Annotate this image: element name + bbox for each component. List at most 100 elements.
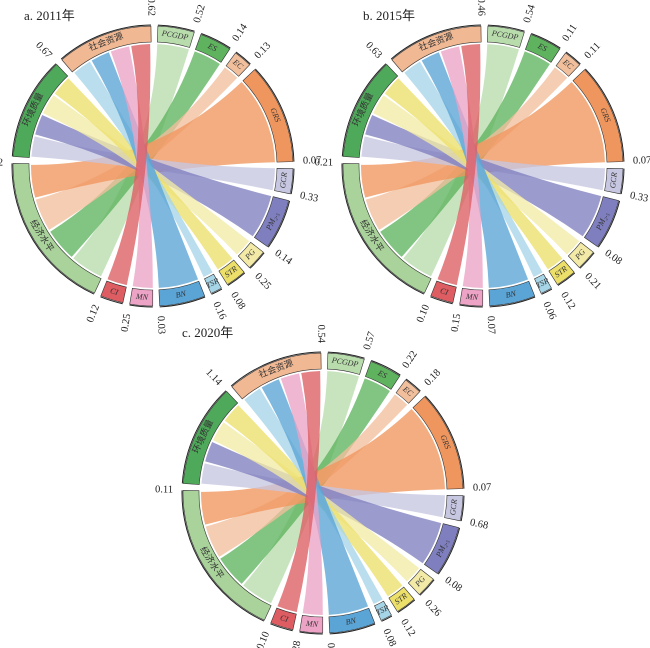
sector-axis-bn xyxy=(159,296,206,308)
sector-label-bn: BN xyxy=(175,289,188,300)
ribbon-social-resources-mn xyxy=(440,46,483,288)
value-label-ci: 0.10 xyxy=(255,630,272,648)
sector-axis-pcgdp xyxy=(327,351,365,359)
sector-arc-economic-level xyxy=(342,163,432,294)
value-label-environmental-quality: 1.14 xyxy=(203,367,224,388)
sector-axis-ci xyxy=(100,296,123,305)
chord-diagram-2015: PCGDPESECGRSGCRPM₂.₅PGSTRTSRBNMNCI经济水平环境… xyxy=(315,0,650,334)
value-label-es: 0.22 xyxy=(401,349,420,370)
sector-arc-mn xyxy=(129,287,154,307)
sector-axis-social-resources xyxy=(230,351,321,387)
sector-axis-economic-level xyxy=(11,163,95,295)
sector-arc-grs xyxy=(572,69,624,163)
value-label-tsr: 0.08 xyxy=(380,627,398,648)
sector-arc-es xyxy=(195,34,231,63)
sector-axis-environmental-quality xyxy=(11,63,57,157)
ribbon-social-resources-tsr xyxy=(74,61,213,277)
sector-label-mn: MN xyxy=(465,292,479,302)
sector-arc-es xyxy=(365,361,401,390)
value-label-gcr: 0.33 xyxy=(629,190,649,204)
sector-arc-gcr xyxy=(274,167,294,195)
sector-axis-social-resources xyxy=(60,24,151,60)
value-label-grs: 0.07 xyxy=(473,482,492,494)
sector-axis-mn xyxy=(459,304,483,308)
sector-arc-ec xyxy=(555,52,581,77)
sector-arc-tsr xyxy=(204,273,222,294)
sector-axis-ec xyxy=(565,51,581,65)
ribbon-economic-level-es xyxy=(220,378,390,584)
sector-arc-ci xyxy=(430,280,457,304)
sector-axis-str xyxy=(557,272,576,286)
sector-label-mn: MN xyxy=(305,619,319,629)
sector-axis-environmental-quality xyxy=(341,63,387,157)
sector-label-gcr: GCR xyxy=(278,172,289,189)
ribbons xyxy=(361,44,605,288)
ribbon-economic-level-grs xyxy=(201,409,445,525)
sector-arc-str xyxy=(388,586,415,613)
sector-arc-pcgdp xyxy=(487,25,525,48)
ribbon-economic-level-pcgdp xyxy=(403,44,519,277)
sector-arc-es xyxy=(525,34,561,63)
sector-axis-pg xyxy=(249,252,265,269)
value-label-pg: 0.26 xyxy=(422,598,443,619)
sector-arc-tsr xyxy=(374,600,392,621)
sector-label-ci: CI xyxy=(109,286,120,297)
panel-title: a. 2011年 xyxy=(24,8,75,23)
ribbon-environmental-quality-pg xyxy=(213,422,420,582)
sector-arc-ec xyxy=(225,52,251,77)
ribbon-social-resources-tsr xyxy=(404,61,543,277)
ribbon-economic-level-grs xyxy=(30,82,275,198)
sector-arc-environmental-quality xyxy=(13,63,69,158)
sector-label-gcr: GCR xyxy=(448,499,459,516)
ribbon-economic-level-es xyxy=(50,51,220,257)
sector-axis-tsr xyxy=(541,288,553,295)
sector-arc-pg xyxy=(407,568,434,596)
sector-axis-pm25 xyxy=(437,527,461,575)
panel-title: c. 2020年 xyxy=(182,325,234,340)
sector-arc-pcgdp xyxy=(327,352,365,375)
ribbon-social-resources-tsr xyxy=(244,388,383,604)
value-label-environmental-quality: 0.67 xyxy=(33,40,54,61)
sector-label-ci: CI xyxy=(279,613,290,624)
sector-arc-str xyxy=(218,259,245,286)
ribbon-economic-level-ec xyxy=(35,67,238,230)
sector-arc-bn xyxy=(488,280,536,307)
value-label-mn: 0.25 xyxy=(119,313,133,333)
ribbon-environmental-quality-str xyxy=(54,78,233,270)
value-label-ec: 0.18 xyxy=(423,367,444,388)
sector-label-es: ES xyxy=(206,41,219,53)
sector-axis-bn xyxy=(489,296,536,308)
sector-axis-ec xyxy=(405,378,421,392)
sector-axis-grs xyxy=(254,68,295,162)
value-labels: 0.520.140.130.070.330.140.250.080.160.03… xyxy=(0,0,321,334)
sector-arc-bn xyxy=(328,607,376,634)
value-label-gcr: 0.33 xyxy=(299,190,319,204)
sector-label-es: ES xyxy=(376,368,389,380)
ribbon-environmental-quality-str xyxy=(224,405,403,597)
ribbon-social-resources-ci xyxy=(437,44,481,286)
sector-axis-economic-level xyxy=(181,490,265,622)
sector-arc-pg xyxy=(237,241,264,269)
value-label-bn: 0.07 xyxy=(485,316,497,335)
sector-axis-gcr xyxy=(460,495,465,522)
value-label-str: 0.08 xyxy=(228,290,247,311)
sector-axis-grs xyxy=(584,68,625,162)
value-label-economic-level: 0.21 xyxy=(315,157,334,168)
ribbon-social-resources-ci xyxy=(277,371,321,613)
ribbon-economic-level-ec xyxy=(205,394,408,557)
value-label-social-resources: 0.54 xyxy=(315,325,326,344)
sector-axis-pm25 xyxy=(267,200,291,248)
sector-axis-mn xyxy=(299,631,323,635)
value-label-bn: 0.08 xyxy=(325,643,337,648)
ribbon-environmental-quality-pg xyxy=(43,95,250,255)
sector-label-bn: BN xyxy=(345,616,358,627)
sector-label-bn: BN xyxy=(505,289,518,300)
sector-arc-pg xyxy=(567,241,594,269)
ribbon-economic-level-ec xyxy=(365,67,568,230)
sector-arc-social-resources xyxy=(231,352,322,400)
sector-axis-tsr xyxy=(211,288,223,295)
sector-arc-bn xyxy=(158,280,206,307)
ribbons xyxy=(201,371,445,615)
sector-arc-environmental-quality xyxy=(343,63,399,158)
ribbon-economic-level-es xyxy=(380,51,550,257)
